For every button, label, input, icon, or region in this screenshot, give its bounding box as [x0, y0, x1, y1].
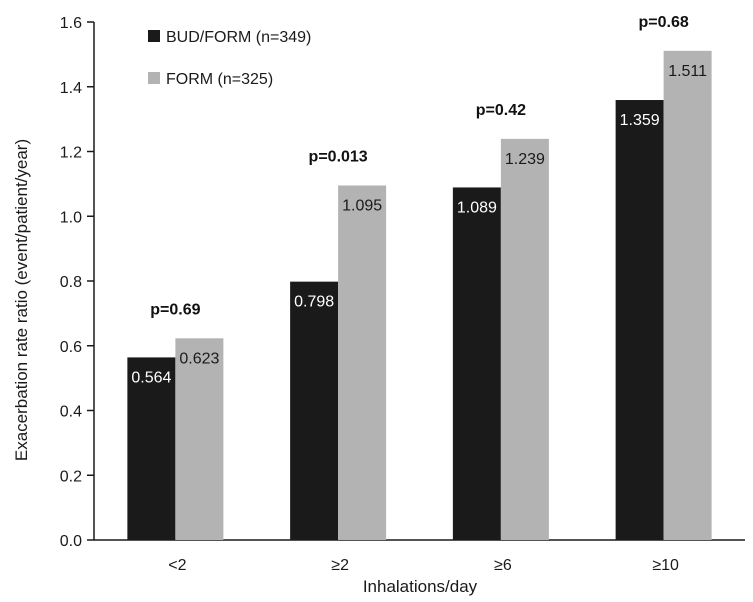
bars: 0.564 0.623 p=0.69 0.798 1.095 p=0.013 1.089 1.… — [127, 14, 712, 541]
bar-series1 — [615, 100, 664, 541]
bar-series2 — [500, 138, 549, 540]
legend-swatch — [148, 72, 160, 84]
bar-series1 — [127, 357, 176, 540]
y-axis: 0.0 0.2 0.4 0.6 0.8 1.0 1.2 1.4 1.6 — [60, 15, 95, 550]
y-tick-label: 0.8 — [60, 274, 82, 291]
p-value-annotation: p=0.69 — [150, 301, 200, 318]
bar-series2 — [663, 50, 712, 540]
x-tick-label: ≥10 — [652, 557, 679, 574]
y-axis-title: Exacerbation rate ratio (event/patient/y… — [12, 139, 31, 461]
bar-value-label: 0.798 — [294, 294, 334, 311]
y-tick-label: 0.4 — [60, 404, 82, 421]
y-tick-label: 1.6 — [60, 15, 82, 32]
p-value-annotation: p=0.013 — [309, 148, 368, 165]
legend-label: BUD/FORM (n=349) — [166, 29, 311, 46]
bar-value-label: 1.511 — [668, 63, 707, 80]
p-value-annotation: p=0.68 — [638, 14, 688, 31]
bar-value-label: 1.095 — [342, 197, 382, 214]
bar-series2 — [338, 185, 387, 540]
p-value-annotation: p=0.42 — [476, 102, 526, 119]
bar-value-label: 1.089 — [457, 199, 497, 216]
y-tick-label: 1.0 — [60, 209, 82, 226]
legend-label: FORM (n=325) — [166, 71, 273, 88]
y-tick-label: 1.2 — [60, 145, 82, 162]
y-tick-label: 0.6 — [60, 339, 82, 356]
x-axis-title: Inhalations/day — [363, 577, 478, 596]
bar-value-label: 0.564 — [131, 369, 171, 386]
x-tick-label: <2 — [168, 557, 186, 574]
x-tick-label: ≥2 — [331, 557, 349, 574]
bar-value-label: 0.623 — [179, 350, 219, 367]
bar-series1 — [290, 281, 339, 540]
legend-swatch — [148, 30, 160, 42]
bar-value-label: 1.359 — [620, 112, 660, 129]
x-axis: <2 ≥2 ≥6 ≥10 — [94, 539, 745, 574]
bar-value-label: 1.239 — [505, 151, 545, 168]
y-tick-label: 1.4 — [60, 80, 82, 97]
bar-series2 — [175, 338, 224, 540]
y-tick-label: 0.0 — [60, 533, 82, 550]
x-tick-label: ≥6 — [494, 557, 512, 574]
bar-series1 — [452, 187, 501, 540]
legend: BUD/FORM (n=349) FORM (n=325) — [148, 29, 311, 88]
y-tick-label: 0.2 — [60, 468, 82, 485]
